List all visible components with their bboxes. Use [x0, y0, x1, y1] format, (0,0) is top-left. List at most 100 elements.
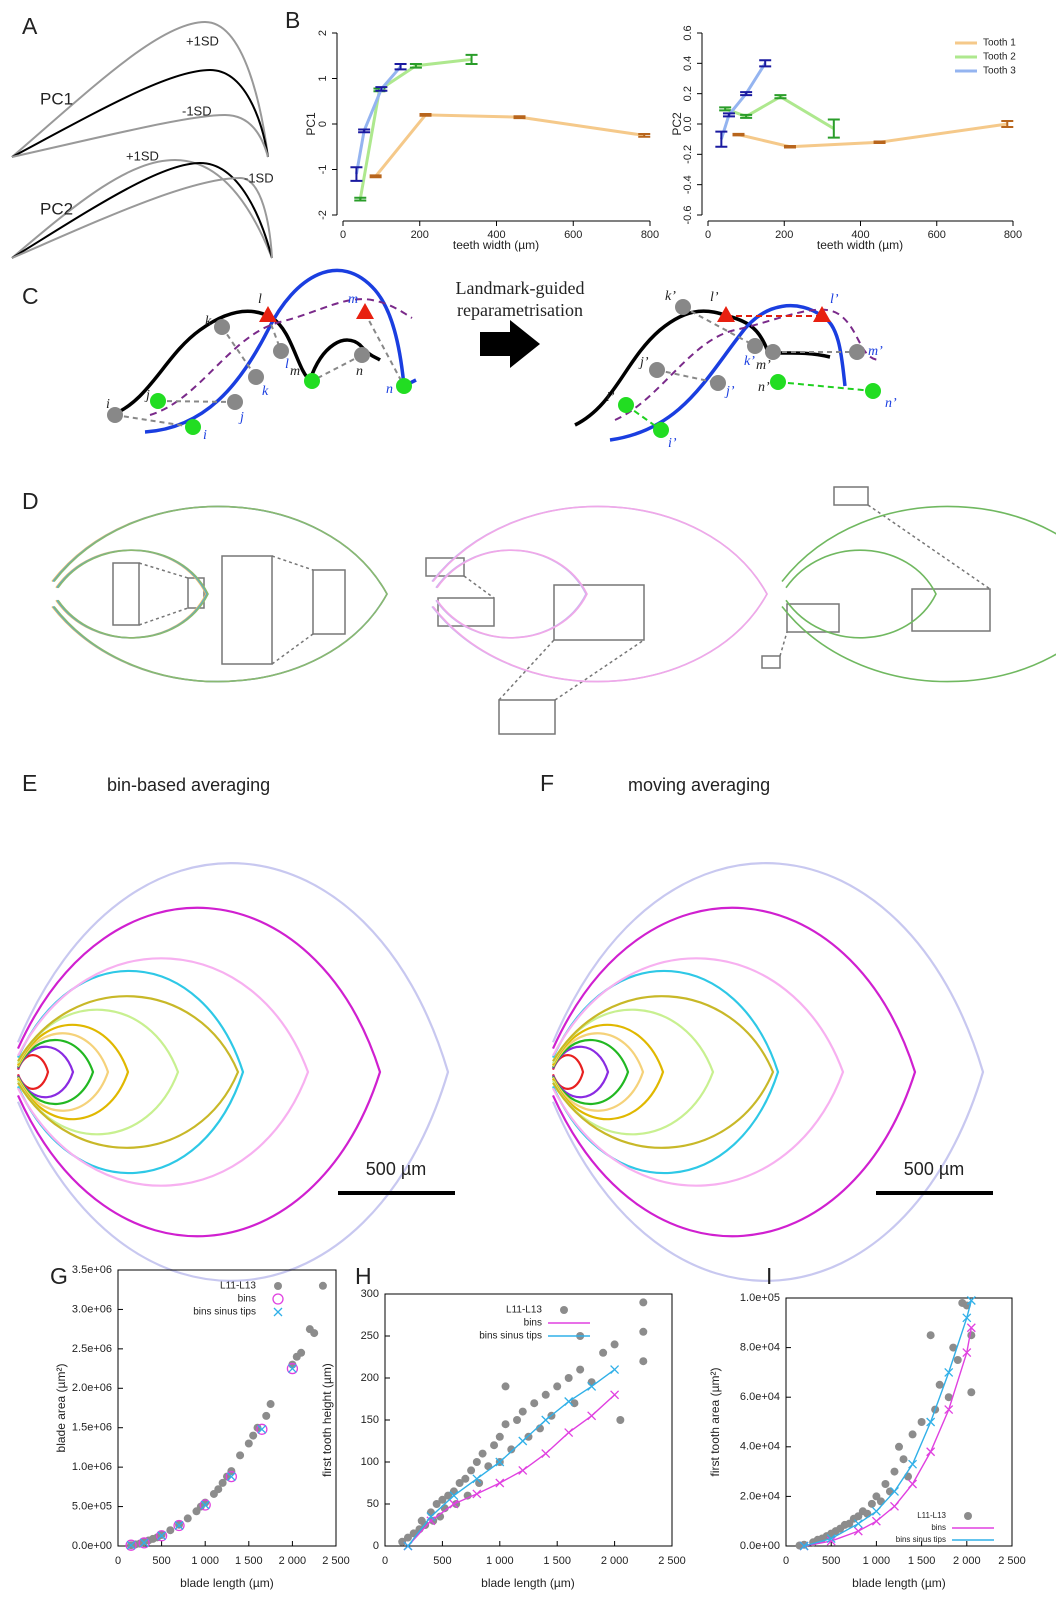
- landmark-label: l: [285, 357, 289, 372]
- link: [114, 312, 405, 428]
- curve: [111, 309, 381, 417]
- point: [639, 1298, 648, 1307]
- point: [444, 1491, 453, 1500]
- point: [472, 1489, 482, 1499]
- y-tick-label: 0.0e+00: [740, 1540, 780, 1552]
- point: [564, 1397, 574, 1406]
- point: [530, 1399, 539, 1408]
- average-outline: [17, 995, 240, 1149]
- y-tick-label: 1: [317, 75, 329, 81]
- x-axis-label: blade length (µm): [180, 1576, 274, 1590]
- inset-box: [833, 486, 869, 506]
- curve: [574, 309, 831, 427]
- point: [449, 1499, 459, 1509]
- legend-label: L11-L13: [506, 1305, 542, 1316]
- legend-label: Tooth 2: [983, 52, 1016, 63]
- chart: 0 200 400 600 800 -0.6 -0.4 -0.2 0.0 0.2 0.4 0.6 tee…: [670, 25, 1022, 252]
- point: [890, 1486, 899, 1496]
- point: [501, 1382, 510, 1391]
- shape-mean: [11, 161, 273, 259]
- landmark: [717, 306, 831, 322]
- landmark-label: l’: [830, 292, 839, 307]
- leaf-outline: [52, 505, 388, 683]
- landmark-label: n: [356, 364, 363, 379]
- point: [826, 1536, 836, 1546]
- point: [926, 1417, 936, 1427]
- error-bar: [369, 174, 382, 179]
- x-tick-label: 1 500: [235, 1555, 263, 1567]
- average-outline: [551, 862, 985, 1282]
- scale-label: 500 µm: [904, 1159, 964, 1179]
- legend-swatch: [560, 1306, 568, 1314]
- y-tick-label: -0.2: [682, 145, 694, 164]
- point: [475, 1479, 484, 1487]
- point: [610, 1340, 619, 1349]
- y-tick-label: 50: [367, 1498, 379, 1510]
- y-tick-label: -0.4: [682, 175, 694, 194]
- landmark: [150, 393, 166, 409]
- arrow: [480, 320, 540, 368]
- point: [949, 1343, 958, 1352]
- point: [967, 1388, 976, 1397]
- panel-label: B: [285, 7, 300, 33]
- point: [967, 1331, 976, 1340]
- error-bar: [394, 62, 407, 71]
- panel-label: A: [22, 13, 38, 39]
- average-outline: [551, 970, 780, 1174]
- point: [226, 1472, 236, 1482]
- sd-label: +1SD: [126, 148, 159, 163]
- y-tick-label: -2: [317, 210, 329, 220]
- point: [225, 1470, 238, 1483]
- landmark-label: n’: [758, 380, 770, 395]
- error-bar: [354, 196, 367, 202]
- x-tick-label: 1 500: [543, 1555, 571, 1567]
- x-tick-label: 200: [411, 229, 429, 241]
- x-tick-label: 0: [382, 1555, 388, 1567]
- outlines: [16, 505, 1056, 1282]
- y-tick-label: 0: [373, 1540, 379, 1552]
- legend-label: bins: [931, 1523, 946, 1532]
- point: [472, 1474, 482, 1484]
- caption: reparametrisation: [457, 300, 583, 320]
- leaf-outline: [785, 549, 937, 639]
- point: [513, 1416, 522, 1424]
- average-outline: [16, 1054, 50, 1090]
- point: [890, 1501, 899, 1511]
- y-tick-label: 0.6: [682, 25, 694, 40]
- series-line: [738, 122, 1008, 149]
- point: [403, 1533, 412, 1542]
- point: [541, 1449, 551, 1459]
- y-tick-label: 8.0e+04: [740, 1342, 780, 1354]
- landmark-label: n’: [885, 396, 897, 411]
- point: [436, 1512, 445, 1521]
- error-bar: [774, 94, 787, 100]
- x-tick-label: 2 500: [658, 1555, 686, 1567]
- landmark: [185, 419, 201, 435]
- sd-label: -1SD: [182, 103, 212, 118]
- panel-label: I: [766, 1263, 772, 1289]
- landmark-label: k: [262, 384, 269, 399]
- shape-minus: [11, 113, 269, 158]
- point: [966, 1323, 976, 1333]
- point: [895, 1442, 903, 1451]
- point: [518, 1436, 528, 1446]
- legend-label: bins sinus tips: [479, 1331, 542, 1342]
- x-axis-label: teeth width (µm): [817, 238, 903, 252]
- error-bar: [513, 115, 526, 120]
- x-tick-label: 0: [115, 1555, 121, 1567]
- landmarks: [107, 299, 881, 438]
- panel-label: E: [22, 770, 37, 796]
- point: [214, 1485, 223, 1494]
- landmark: [675, 299, 691, 315]
- error-bar: [419, 112, 432, 117]
- legend-swatch: [273, 1307, 283, 1317]
- point: [262, 1411, 271, 1420]
- chart: 0 500 1 000 1 500 2 000 2 500 0.0e+00 2.0e+04 4.…: [708, 1292, 1026, 1590]
- point: [403, 1541, 413, 1551]
- point: [125, 1539, 137, 1551]
- x-tick-label: 2 000: [953, 1555, 981, 1567]
- point: [461, 1474, 470, 1483]
- landmark-label: m’: [868, 344, 883, 359]
- legend-label: bins: [524, 1318, 542, 1329]
- x-tick-label: 800: [1004, 229, 1022, 241]
